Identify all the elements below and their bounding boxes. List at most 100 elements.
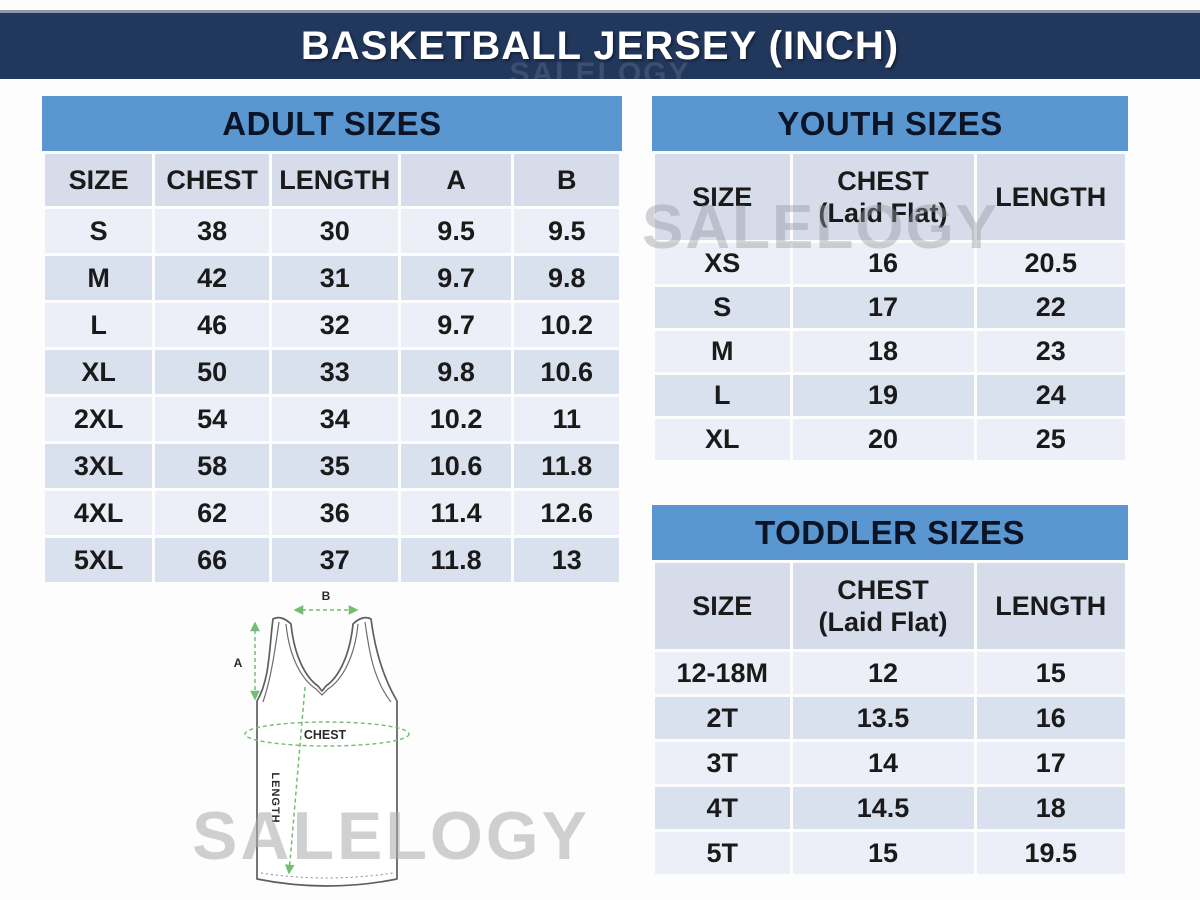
table-row: 5XL 66 37 11.8 13 [45,538,619,582]
table-row: M 18 23 [655,331,1125,372]
adult-table-header: SIZE CHEST LENGTH A B [45,154,619,206]
table-cell: 18 [976,787,1125,829]
table-cell: 4T [655,787,790,829]
table-cell: 66 [155,538,269,582]
table-cell: XL [655,419,790,460]
table-cell: 18 [792,331,974,372]
table-cell: 9.7 [400,256,512,300]
table-cell: S [45,209,153,253]
column-header-length: LENGTH [271,154,398,206]
table-cell: 17 [792,287,974,328]
table-cell: 10.2 [514,303,619,347]
table-cell: 32 [271,303,398,347]
table-cell: 14 [792,742,974,784]
youth-sizes-section: YOUTH SIZES SIZE CHEST (Laid Flat) LENGT… [652,96,1128,463]
table-cell: 9.8 [514,256,619,300]
table-cell: 3T [655,742,790,784]
table-cell: 24 [976,375,1125,416]
chest-measure-label: CHEST [304,728,347,742]
adult-table-title: ADULT SIZES [42,96,622,151]
header-row: SIZE CHEST (Laid Flat) LENGTH [655,154,1125,240]
chest-header-line2: (Laid Flat) [818,198,948,228]
column-header-a: A [400,154,512,206]
neck-ribbing-line [285,623,359,696]
table-row: S 17 22 [655,287,1125,328]
column-header-chest: CHEST (Laid Flat) [792,563,974,649]
table-cell: 15 [792,832,974,874]
table-cell: M [655,331,790,372]
table-cell: 19 [792,375,974,416]
table-cell: 33 [271,350,398,394]
table-cell: 12 [792,652,974,694]
table-cell: 19.5 [976,832,1125,874]
jersey-diagram: B A CHEST LENGTH [234,589,410,887]
table-row: 2T 13.5 16 [655,697,1125,739]
youth-table: SIZE CHEST (Laid Flat) LENGTH XS 16 20.5 S 1… [652,151,1128,463]
header-row: SIZE CHEST LENGTH A B [45,154,619,206]
table-cell: 2T [655,697,790,739]
table-cell: 13.5 [792,697,974,739]
table-cell: L [655,375,790,416]
table-row: L 46 32 9.7 10.2 [45,303,619,347]
column-header-chest: CHEST (Laid Flat) [792,154,974,240]
toddler-table: SIZE CHEST (Laid Flat) LENGTH 12-18M 12 15… [652,560,1128,877]
chest-header-line1: CHEST [837,574,929,605]
table-cell: 58 [155,444,269,488]
table-cell: S [655,287,790,328]
table-row: 5T 15 19.5 [655,832,1125,874]
table-cell: 50 [155,350,269,394]
table-cell: 22 [976,287,1125,328]
table-cell: 5T [655,832,790,874]
table-cell: 37 [271,538,398,582]
table-row: 4XL 62 36 11.4 12.6 [45,491,619,535]
table-cell: 35 [271,444,398,488]
table-row: M 42 31 9.7 9.8 [45,256,619,300]
chest-header-line1: CHEST [837,165,929,196]
a-measure-label: A [234,656,243,670]
left-armhole-ribbing-line [262,621,280,703]
youth-table-header: SIZE CHEST (Laid Flat) LENGTH [655,154,1125,240]
table-cell: 46 [155,303,269,347]
table-cell: 9.7 [400,303,512,347]
table-cell: M [45,256,153,300]
table-cell: 10.2 [400,397,512,441]
length-measure-label: LENGTH [269,772,281,823]
table-cell: 11.4 [400,491,512,535]
table-cell: 15 [976,652,1125,694]
jersey-outline [256,616,398,887]
adult-table-body: S 38 30 9.5 9.5 M 42 31 9.7 9.8 L 46 32 9.7 10.2 XL 50 33… [45,209,619,582]
table-cell: 9.5 [400,209,512,253]
chest-measure-ellipse [244,721,410,747]
table-cell: 25 [976,419,1125,460]
adult-sizes-section: ADULT SIZES SIZE CHEST LENGTH A B S 38 30 9… [42,96,622,585]
page-title: BASKETBALL JERSEY (INCH) [300,23,900,68]
right-armhole-ribbing-line [364,621,392,703]
table-cell: 54 [155,397,269,441]
table-cell: 20 [792,419,974,460]
column-header-size: SIZE [655,563,790,649]
table-cell: 11.8 [400,538,512,582]
table-cell: 14.5 [792,787,974,829]
table-cell: 16 [976,697,1125,739]
table-cell: 11.8 [514,444,619,488]
column-header-chest: CHEST [155,154,269,206]
table-cell: 34 [271,397,398,441]
table-row: 3T 14 17 [655,742,1125,784]
table-cell: 4XL [45,491,153,535]
table-cell: XL [45,350,153,394]
table-row: XS 16 20.5 [655,243,1125,284]
table-row: L 19 24 [655,375,1125,416]
table-cell: 23 [976,331,1125,372]
table-cell: XS [655,243,790,284]
chest-header-line2: (Laid Flat) [818,607,948,637]
adult-table: SIZE CHEST LENGTH A B S 38 30 9.5 9.5 M 42 31 9.… [42,151,622,585]
length-measure-arrow [284,686,306,875]
table-cell: 13 [514,538,619,582]
toddler-table-title: TODDLER SIZES [652,505,1128,560]
header-row: SIZE CHEST (Laid Flat) LENGTH [655,563,1125,649]
youth-table-title: YOUTH SIZES [652,96,1128,151]
table-cell: 12-18M [655,652,790,694]
table-cell: 62 [155,491,269,535]
table-cell: 2XL [45,397,153,441]
